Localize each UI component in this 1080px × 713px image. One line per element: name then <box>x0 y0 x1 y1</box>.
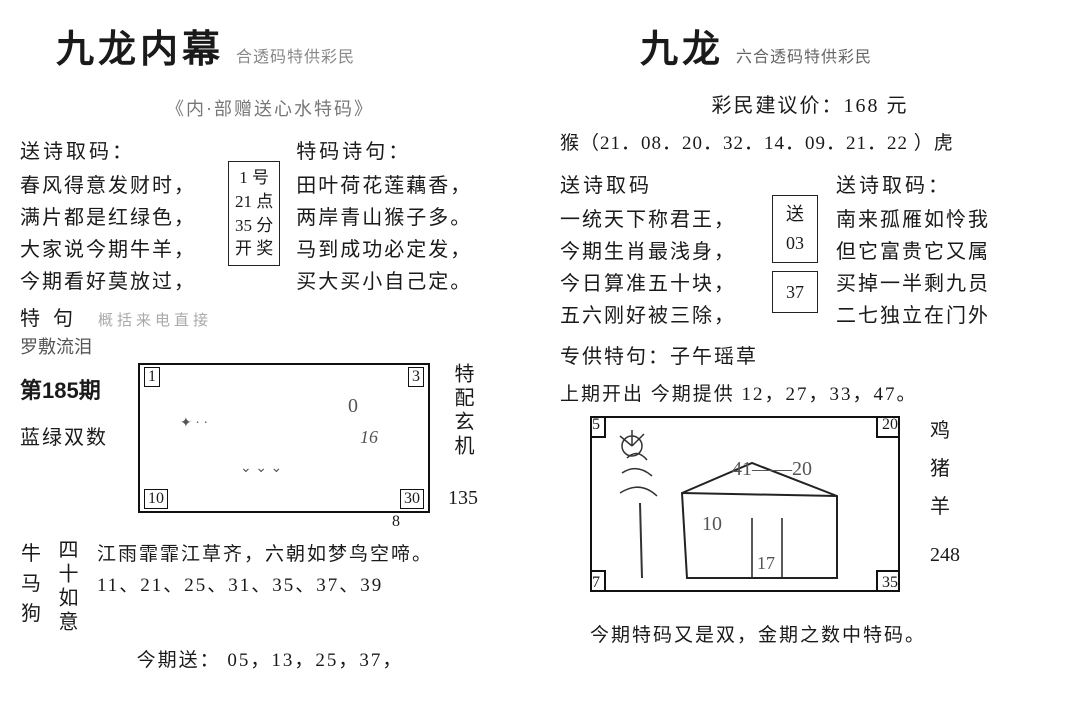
animal: 牛 <box>20 539 42 569</box>
sketch-text: 10 <box>702 513 722 536</box>
corner-tr: 3 <box>408 367 424 387</box>
r-animals: 鸡 猪 羊 <box>930 416 960 522</box>
send-line: 今期送： 05，13，25，37， <box>20 645 520 672</box>
sketch-text: 17 <box>757 553 775 574</box>
right-sketch: 5 20 7 35 41——20 10 17 <box>590 416 900 592</box>
poem-line: 田叶荷花莲藕香， <box>296 170 520 202</box>
couplet: 江雨霏霏江草齐，六朝如梦鸟空啼。 <box>97 539 433 566</box>
prev-line: 上期开出 今期提供 12，27，33，47。 <box>560 379 1060 406</box>
numbox-line: 35 分 <box>235 214 273 238</box>
r-poem-right: 南来孤雁如怜我 但它富贵它又属 买掉一半剩九员 二七独立在门外 <box>836 204 1060 332</box>
numbox-line: 37 <box>773 278 817 307</box>
poem-line: 买掉一半剩九员 <box>836 268 1060 300</box>
faint-text: 概括来电直接 <box>98 313 212 329</box>
price-line: 彩民建议价：168 元 <box>560 89 1060 118</box>
footer-line: 今期特码又是双，金期之数中特码。 <box>590 620 1060 647</box>
house-svg <box>592 418 902 594</box>
poem-line: 今期生肖最浅身， <box>560 236 764 268</box>
poem-line: 今期看好莫放过， <box>20 266 220 298</box>
r-numbox-bot: 37 <box>772 271 818 314</box>
r-poem-left: 一统天下称君王， 今期生肖最浅身， 今日算准五十块， 五六刚好被三除， <box>560 204 764 332</box>
corner-tl: 1 <box>144 367 160 387</box>
corner-bl: 10 <box>144 489 168 509</box>
below-num: 8 <box>138 513 430 531</box>
poem-line: 马到成功必定发， <box>296 234 520 266</box>
left-subtitle: 《内·部赠送心水特码》 <box>20 95 520 121</box>
sketch-text: 0 <box>348 395 358 418</box>
numbox-line: 送 <box>773 200 817 229</box>
poem-line: 大家说今期牛羊， <box>20 234 220 266</box>
poem-line: 五六刚好被三除， <box>560 300 764 332</box>
right-column: 九龙 六合透码特供彩民 彩民建议价：168 元 猴（21．08．20．32．14… <box>540 0 1080 713</box>
r-left-label: 送诗取码 <box>560 169 764 198</box>
animal: 狗 <box>20 599 42 629</box>
left-column: 九龙内幕 合透码特供彩民 《内·部赠送心水特码》 送诗取码： 春风得意发财时， … <box>0 0 540 713</box>
numbox-line: 1 号 <box>235 166 273 190</box>
r-numbox-top: 送 03 <box>772 195 818 263</box>
send-nums: 05，13，25，37， <box>227 650 403 671</box>
numbox-line: 21 点 <box>235 190 273 214</box>
zodiac-line: 猴（21．08．20．32．14．09．21．22 ）虎 <box>560 128 1060 155</box>
poem-line: 二七独立在门外 <box>836 300 1060 332</box>
right-num: 135 <box>448 487 478 510</box>
corner-br: 30 <box>400 489 424 509</box>
numbers-line: 11、21、25、31、35、37、39 <box>97 570 433 597</box>
poem-line: 春风得意发财时， <box>20 170 220 202</box>
right-title-sub: 六合透码特供彩民 <box>736 49 872 66</box>
poem-line: 南来孤雁如怜我 <box>836 204 1060 236</box>
left-numbox: 1 号 21 点 35 分 开 奖 <box>228 161 280 266</box>
numbox-line: 03 <box>773 229 817 258</box>
r-right-num: 248 <box>930 544 960 567</box>
right-title: 九龙 <box>640 18 724 73</box>
poem-left: 春风得意发财时， 满片都是红绿色， 大家说今期牛羊， 今期看好莫放过， <box>20 170 220 298</box>
left-title: 九龙内幕 <box>56 18 224 73</box>
special-label: 特 句 <box>20 308 77 330</box>
poem-line: 但它富贵它又属 <box>836 236 1060 268</box>
blue-green: 蓝绿双数 <box>20 421 128 450</box>
left-sketch: 1 3 10 30 0 16 ✦ · · ⌄ ⌄ ⌄ <box>138 363 430 513</box>
animal: 羊 <box>930 492 960 522</box>
issue-number: 第185期 <box>20 373 128 405</box>
animal: 马 <box>20 569 42 599</box>
animal: 猪 <box>930 454 960 484</box>
poem-right: 田叶荷花莲藕香， 两岸青山猴子多。 马到成功必定发， 买大买小自己定。 <box>296 170 520 298</box>
luo-text: 罗敷流泪 <box>20 333 520 359</box>
left-title-sub: 合透码特供彩民 <box>236 49 355 66</box>
numbox-line: 开 奖 <box>235 237 273 261</box>
animals-col: 牛 马 狗 <box>20 539 42 629</box>
poem-line: 两岸青山猴子多。 <box>296 202 520 234</box>
left-poem-label: 送诗取码： <box>20 135 220 164</box>
poem-line: 一统天下称君王， <box>560 204 764 236</box>
special-supply: 专供特句：子午瑶草 <box>560 340 1060 369</box>
sketch-text: 41——20 <box>732 458 812 481</box>
poem-line: 今日算准五十块， <box>560 268 764 300</box>
poem-line: 满片都是红绿色， <box>20 202 220 234</box>
forty-label: 四十如意 <box>52 539 81 635</box>
send-label: 今期送： <box>137 650 221 671</box>
poem-line: 买大买小自己定。 <box>296 266 520 298</box>
right-poem-label: 特码诗句： <box>296 135 520 164</box>
animal: 鸡 <box>930 416 960 446</box>
sketch-text: 16 <box>360 427 378 448</box>
r-right-label: 送诗取码： <box>836 169 1060 198</box>
vert-label: 特配玄机 <box>448 363 477 459</box>
